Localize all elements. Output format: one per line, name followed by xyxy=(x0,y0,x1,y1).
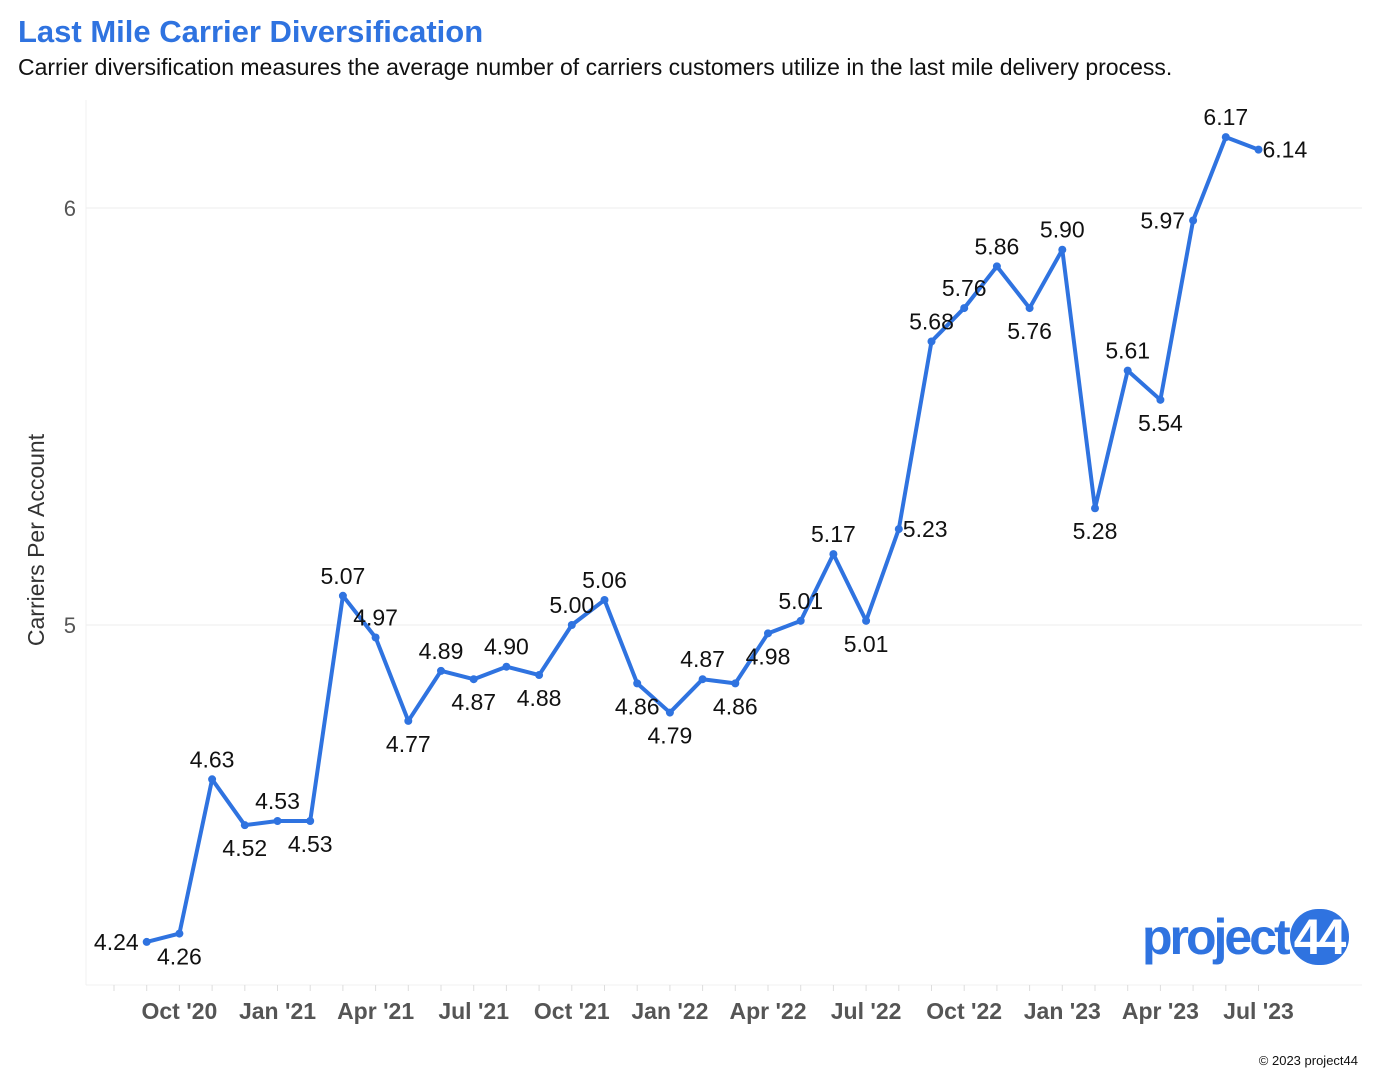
x-tick-label: Oct '22 xyxy=(926,998,1002,1024)
data-point xyxy=(1254,145,1263,154)
data-label: 4.98 xyxy=(746,643,791,669)
data-points xyxy=(142,133,1263,946)
project44-logo: project 44 xyxy=(1142,908,1350,966)
data-label: 5.23 xyxy=(903,516,948,542)
data-point xyxy=(469,675,478,684)
data-point xyxy=(175,929,184,938)
data-point xyxy=(1156,395,1165,404)
data-point xyxy=(894,525,903,534)
data-point xyxy=(633,679,642,688)
y-tick-label: 6 xyxy=(64,196,76,221)
data-label: 5.61 xyxy=(1105,338,1150,364)
x-tick-label: Jul '23 xyxy=(1223,998,1294,1024)
data-label: 4.53 xyxy=(288,831,333,857)
data-point xyxy=(992,262,1001,271)
data-label: 5.01 xyxy=(778,588,823,614)
data-point xyxy=(567,621,576,629)
data-label: 4.24 xyxy=(94,929,139,955)
x-tick-label: Apr '22 xyxy=(729,998,806,1024)
data-point xyxy=(829,550,838,559)
data-point xyxy=(1091,504,1099,513)
data-point xyxy=(404,716,413,725)
data-label: 5.28 xyxy=(1073,518,1118,544)
data-point xyxy=(306,816,315,825)
data-point xyxy=(502,662,511,671)
data-point xyxy=(665,708,674,717)
data-point xyxy=(240,821,249,830)
chart-title: Last Mile Carrier Diversification xyxy=(18,14,484,49)
data-label: 4.52 xyxy=(222,835,267,861)
x-tick-label: Jan '23 xyxy=(1024,998,1101,1024)
data-label: 4.77 xyxy=(386,731,431,757)
data-label: 4.90 xyxy=(484,634,529,660)
axes: 5 6 Oct '20 Jan '21 Apr '21 Jul '21 Oct '21 Jan… xyxy=(64,100,1362,1024)
x-tick-label: Jul '22 xyxy=(831,998,902,1024)
data-point xyxy=(535,671,544,680)
data-label: 4.63 xyxy=(190,746,235,772)
data-point xyxy=(862,616,871,625)
data-label: 4.53 xyxy=(255,788,300,814)
data-label: 4.87 xyxy=(680,646,725,672)
logo-number: 44 xyxy=(1289,909,1350,965)
data-label: 5.54 xyxy=(1138,410,1183,436)
logo-word: project xyxy=(1142,909,1291,965)
data-point xyxy=(1123,366,1132,375)
data-point xyxy=(927,337,936,346)
data-label: 4.88 xyxy=(517,685,562,711)
data-label: 4.86 xyxy=(615,693,660,719)
data-labels: 4.24 4.26 4.63 4.52 4.53 4.53 5.07 4.97 4.77 4.89… xyxy=(94,104,1308,969)
data-point xyxy=(437,666,445,675)
data-label: 6.17 xyxy=(1203,104,1248,130)
data-label: 5.17 xyxy=(811,521,856,547)
data-point xyxy=(371,633,380,642)
x-tick-label: Jan '22 xyxy=(631,998,708,1024)
gridlines xyxy=(86,207,1362,626)
x-tick-label: Apr '21 xyxy=(337,998,414,1024)
data-point xyxy=(731,679,740,688)
data-label: 6.14 xyxy=(1263,137,1308,163)
chart-subtitle: Carrier diversification measures the ave… xyxy=(18,54,1173,80)
data-point xyxy=(1058,245,1067,254)
data-label: 5.07 xyxy=(321,563,366,589)
data-point xyxy=(1025,304,1034,313)
data-point xyxy=(208,775,217,784)
data-label: 5.86 xyxy=(975,233,1020,259)
data-point xyxy=(1189,216,1198,225)
data-point xyxy=(698,675,707,684)
data-label: 4.89 xyxy=(419,638,464,664)
data-label: 4.26 xyxy=(157,944,202,970)
data-label: 5.97 xyxy=(1140,208,1185,234)
data-point xyxy=(1221,133,1230,142)
data-label: 5.00 xyxy=(549,592,594,618)
data-label: 5.68 xyxy=(909,308,954,334)
data-label: 5.76 xyxy=(942,275,987,301)
data-point xyxy=(960,304,969,313)
data-label: 5.01 xyxy=(844,631,889,657)
y-tick-label: 5 xyxy=(64,613,76,638)
data-point xyxy=(796,616,805,625)
copyright-footer: © 2023 project44 xyxy=(1258,1053,1358,1068)
x-tick-label: Apr '23 xyxy=(1122,998,1199,1024)
data-label: 4.87 xyxy=(451,689,496,715)
data-label: 4.79 xyxy=(648,723,693,749)
data-label: 5.90 xyxy=(1040,217,1085,243)
data-label: 4.86 xyxy=(713,693,758,719)
data-point xyxy=(273,816,282,825)
x-tick-label: Oct '20 xyxy=(142,998,218,1024)
data-point xyxy=(338,591,347,600)
data-point xyxy=(600,595,609,604)
data-point xyxy=(764,629,772,638)
data-label: 5.76 xyxy=(1007,318,1052,344)
data-label: 4.97 xyxy=(353,605,398,631)
data-label: 5.06 xyxy=(582,567,627,593)
data-point xyxy=(142,937,151,946)
x-tick-label: Jul '21 xyxy=(438,998,509,1024)
x-tick-label: Jan '21 xyxy=(239,998,316,1024)
x-tick-label: Oct '21 xyxy=(534,998,610,1024)
y-axis-label: Carriers Per Account xyxy=(23,433,49,646)
